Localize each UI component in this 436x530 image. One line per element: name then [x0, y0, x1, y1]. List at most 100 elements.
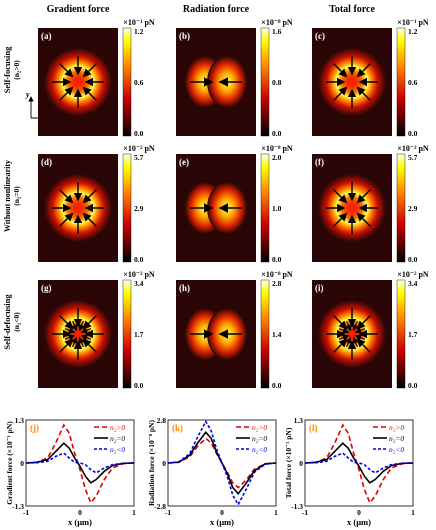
force-arrow [333, 315, 348, 330]
heatmap-panel: (h) ×10⁻⁸ pN2.8 1.4 0.0 [176, 270, 293, 390]
series-line [25, 442, 135, 484]
y-tick-label: 0 [20, 459, 24, 468]
colorbar-unit-label: ×10⁻² pN [123, 144, 155, 153]
y-tick-label: 0 [299, 459, 303, 468]
force-arrow-inner [80, 334, 92, 341]
x-tick-label: 1 [411, 508, 415, 517]
column-header-total: Total force [329, 4, 375, 15]
force-arrow [333, 212, 348, 227]
series-line [167, 437, 277, 489]
colorbar-tick-label: 1.2 [134, 27, 144, 36]
colorbar-tick-label: 5.7 [408, 153, 418, 162]
y-tick-label: 2.8 [157, 416, 167, 425]
row-sublabel-self-focusing: (n₂>0) [12, 60, 21, 80]
legend-label: n₂>0 [252, 423, 267, 432]
y-tick-label: -1.3 [12, 502, 24, 511]
heatmap-panel: (i) ×10⁻² pN3.4 1.7 0.0 [312, 270, 429, 390]
force-arrow [82, 315, 97, 330]
y-axis-label: Gradient force (×10⁻¹ pN) [5, 421, 14, 505]
heatmap-core [74, 330, 82, 338]
colorbar-unit-label: ×10⁻² pN [397, 144, 429, 153]
heatmap-core [74, 204, 82, 212]
line-plot: -1 0 1 1.3 0 -1.3 n₂>0 n₂=0 n₂<0 (l) x (μm) Total f… [284, 416, 415, 527]
colorbar-tick-label: 1.2 [408, 27, 418, 36]
force-arrow [59, 189, 74, 204]
colorbar-tick-label: 3.4 [134, 279, 144, 288]
y-tick-label: 1.3 [294, 416, 304, 425]
heatmap-panel: (e) ×10⁻⁸ pN2.0 1.0 0.0 [176, 144, 293, 264]
panel-label: (i) [315, 283, 324, 293]
panel-label: (e) [179, 157, 189, 167]
y-tick-label: 0 [162, 459, 166, 468]
column-header-gradient: Gradient force [47, 4, 110, 15]
row-label-self-defocusing: Self-defocusing [2, 294, 12, 350]
y-tick-label: -2.8 [154, 502, 166, 511]
heatmap-panel: (b) ×10⁻⁸ pN1.6 0.8 0.0 [176, 18, 293, 138]
colorbar-tick-label: 0.0 [272, 381, 282, 390]
force-arrow [82, 212, 97, 227]
x-tick-label: -1 [23, 508, 29, 517]
x-tick-label: 1 [132, 508, 136, 517]
colorbar-unit-label: ×10⁻² pN [397, 270, 429, 279]
axis-glyph-y: y [25, 90, 30, 99]
colorbar-unit-label: ×10⁻¹ pN [123, 18, 155, 27]
colorbar-tick-label: 0.0 [408, 129, 418, 138]
force-arrow [59, 315, 74, 330]
force-arrow [59, 86, 74, 101]
x-tick-label: 0 [220, 508, 224, 517]
x-axis-label: x (μm) [68, 517, 92, 527]
colorbar-unit-label: ×10⁻⁸ pN [261, 144, 293, 153]
legend-label: n₂<0 [252, 445, 267, 454]
colorbar-tick-label: 2.0 [272, 153, 282, 162]
panel-label: (c) [315, 31, 325, 41]
legend-label: n₂<0 [389, 445, 404, 454]
legend-label: n₂>0 [389, 423, 404, 432]
legend-label: n₂<0 [110, 445, 125, 454]
y-axis-label: Radiation force (×10⁻⁸ pN) [147, 420, 156, 506]
x-axis-label: x (μm) [210, 517, 234, 527]
heatmap-core [348, 330, 356, 338]
force-arrow-inner [345, 320, 352, 332]
heatmap-panel: (c) ×10⁻¹ pN1.2 0.6 0.0 [312, 18, 429, 138]
colorbar [260, 153, 270, 263]
legend-label: n₂=0 [110, 434, 125, 443]
force-arrow [356, 315, 371, 330]
colorbar-unit-label: ×10⁻⁸ pN [261, 18, 293, 27]
column-header-radiation: Radiation force [183, 4, 250, 15]
y-tick-label: 1.3 [15, 416, 25, 425]
panel-label: (a) [41, 31, 52, 41]
force-arrow-inner [354, 327, 366, 334]
colorbar-tick-label: 0.0 [272, 129, 282, 138]
heatmap-panel: (d) ×10⁻² pN5.7 2.9 0.0 [38, 144, 155, 264]
y-tick-label: -1.3 [291, 502, 303, 511]
force-arrow [82, 338, 97, 353]
force-arrow [82, 86, 97, 101]
colorbar-tick-label: 0.6 [134, 78, 144, 87]
colorbar-tick-label: 2.8 [272, 279, 282, 288]
panel-label: (k) [172, 423, 183, 433]
panel-label: (b) [179, 31, 190, 41]
x-tick-label: -1 [165, 508, 171, 517]
legend-label: n₂=0 [252, 434, 267, 443]
force-arrow [59, 63, 74, 78]
colorbar-unit-label: ×10⁻² pN [123, 270, 155, 279]
colorbar-tick-label: 1.7 [408, 330, 418, 339]
panel-label: (d) [41, 157, 52, 167]
heatmap-core [348, 78, 356, 86]
colorbar [122, 279, 132, 389]
force-arrow-inner [78, 336, 85, 348]
force-arrow-inner [80, 327, 92, 334]
series-line [304, 442, 414, 484]
legend-label: n₂>0 [110, 423, 125, 432]
panel-label: (l) [309, 423, 318, 433]
colorbar [122, 27, 132, 137]
force-arrow-inner [338, 334, 350, 341]
force-arrow [356, 212, 371, 227]
force-arrow [59, 212, 74, 227]
heatmap-panel: (f) ×10⁻² pN5.7 2.9 0.0 [312, 144, 429, 264]
force-arrow [333, 86, 348, 101]
force-arrow-inner [338, 327, 350, 334]
force-arrow-inner [78, 320, 85, 332]
colorbar [122, 153, 132, 263]
force-arrow [333, 189, 348, 204]
